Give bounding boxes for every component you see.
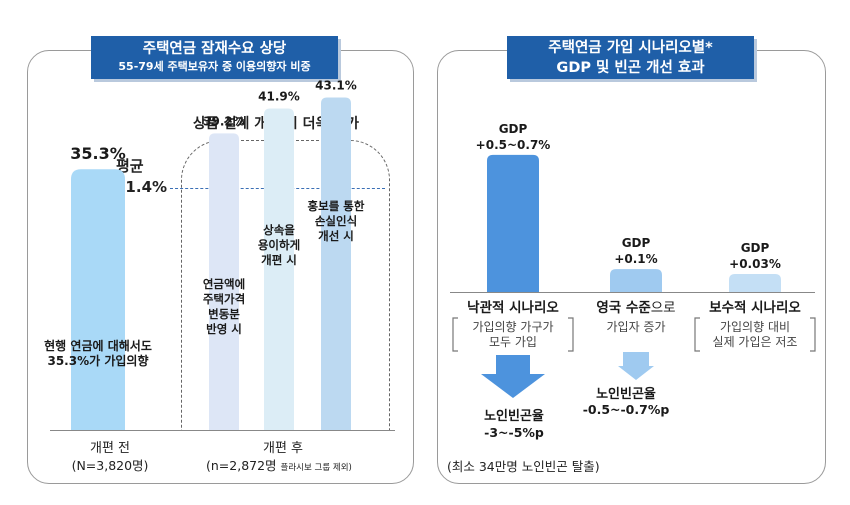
left-bar-text-1-2: 35.3%가 가입의향 <box>47 353 148 368</box>
right-header-line2: GDP 및 빈곤 개선 효과 <box>556 60 705 76</box>
scenario-sub-1-1: 가입의향 가구가 <box>472 320 553 334</box>
left-bar-text-4-2: 손실인식 <box>315 214 357 228</box>
left-bar-text-4-3: 개선 시 <box>318 229 354 243</box>
right-value-label-1-2: +0.5~0.7% <box>476 138 551 152</box>
left-bar-text-2-1: 연금액에 <box>203 277 245 291</box>
left-bar-text-2-3: 변동분 <box>208 307 240 321</box>
left-bar-1 <box>71 169 125 431</box>
scenario-sub-3-2: 실제 가입은 저조 <box>713 335 798 349</box>
left-x-axis <box>50 430 395 431</box>
right-header-line1: 주택연금 가입 시나리오별* <box>548 40 713 56</box>
scenario-sub-1-2: 모두 가입 <box>489 335 537 349</box>
left-bar-text-4-1: 홍보를 통한 <box>308 199 365 213</box>
left-bar-text-1-1: 현행 연금에 대해서도 <box>44 338 152 353</box>
left-value-label-3: 41.9% <box>258 90 300 104</box>
left-bar-3 <box>264 108 294 431</box>
left-bar-text-3-3: 개편 시 <box>261 253 297 267</box>
poverty-value-2: -0.5~-0.7%p <box>583 402 670 417</box>
right-bar-3 <box>729 274 781 292</box>
left-header: 주택연금 잠재수요 상당 55-79세 주택보유자 중 이용의향자 비중 <box>91 36 338 79</box>
right-header: 주택연금 가입 시나리오별* GDP 및 빈곤 개선 효과 <box>507 36 754 79</box>
scenario-bracket-right-3 <box>810 317 816 352</box>
right-value-label-2-1: GDP <box>622 236 651 250</box>
right-value-label-3-2: +0.03% <box>729 257 781 271</box>
after-n-count: (n=2,872명 <box>206 458 277 473</box>
scenario-title-2: 영국 수준으로 <box>596 299 675 316</box>
left-bar-text-2-4: 반영 시 <box>206 322 242 336</box>
left-value-label-4: 43.1% <box>315 78 357 92</box>
scenario-sub-2-1: 가입자 증가 <box>606 320 665 334</box>
left-header-title: 주택연금 잠재수요 상당 <box>142 41 287 57</box>
right-value-label-1-1: GDP <box>499 122 528 136</box>
right-footnote: (최소 34만명 노인빈곤 탈출) <box>447 459 600 474</box>
average-value: 41.4% <box>115 178 168 196</box>
poverty-value-1: -3~-5%p <box>484 425 544 440</box>
before-n: (N=3,820명) <box>71 458 149 473</box>
right-value-label-2-2: +0.1% <box>614 252 657 266</box>
left-value-label-2: 39.2% <box>203 114 245 128</box>
scenario-sub-3-1: 가입의향 대비 <box>720 320 790 334</box>
scenario-bracket-left-3 <box>694 317 700 352</box>
poverty-label-2: 노인빈곤율 <box>596 386 656 402</box>
before-x-label: 개편 전 <box>89 441 130 456</box>
left-bar-text-2-2: 주택가격 <box>203 292 245 306</box>
left-bar-4 <box>321 97 351 430</box>
poverty-label-1: 노인빈곤율 <box>484 408 544 424</box>
scenario-title-suffix-2: 으로 <box>651 300 676 316</box>
average-label: 평균 <box>116 157 144 175</box>
after-n-note: 플라시보 그룹 제외) <box>280 463 352 473</box>
left-bar-text-3-2: 용이하게 <box>258 238 300 252</box>
right-value-label-3-1: GDP <box>741 241 770 255</box>
after-x-label: 개편 후 <box>262 441 303 456</box>
left-bar-text-3-1: 상속을 <box>263 223 295 237</box>
right-x-axis <box>450 292 815 293</box>
right-bar-1 <box>487 154 539 292</box>
after-n: (n=2,872명 플라시보 그룹 제외) <box>206 455 352 474</box>
scenario-title-3: 보수적 시나리오 <box>709 299 801 316</box>
left-bar-2 <box>209 133 239 431</box>
scenario-title-1: 낙관적 시나리오 <box>467 299 559 316</box>
scenario-bracket-left-1 <box>452 317 458 352</box>
left-header-subtitle: 55-79세 주택보유자 중 이용의향자 비중 <box>118 60 311 73</box>
right-bar-2 <box>610 269 662 292</box>
left-value-label-1: 35.3% <box>70 144 126 163</box>
poverty-arrow-1 <box>481 355 545 398</box>
scenario-bracket-right-1 <box>568 317 574 352</box>
poverty-arrow-2 <box>618 352 654 380</box>
